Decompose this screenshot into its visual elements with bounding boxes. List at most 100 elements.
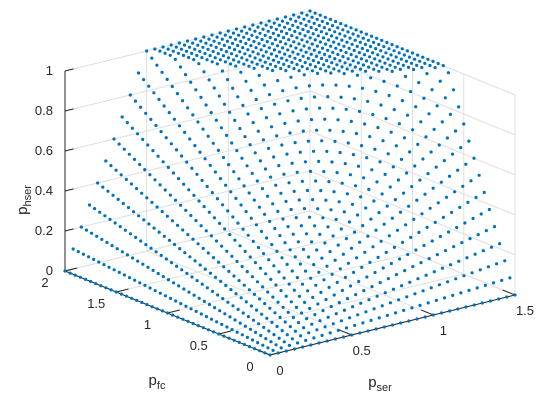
data-point [280,56,284,60]
data-point [453,129,458,133]
data-point [193,259,197,263]
data-point [418,303,422,307]
data-point [292,288,296,292]
data-point [358,240,362,244]
data-point [241,103,245,107]
data-point [230,328,234,332]
data-point [314,179,318,183]
data-point [202,299,206,303]
data-point [432,270,436,274]
data-point [409,235,413,239]
data-point [282,172,286,176]
data-point [269,277,273,281]
data-point [211,256,216,260]
data-point [400,240,405,244]
data-point [309,25,313,30]
data-point [236,43,240,48]
data-point [171,49,175,53]
data-point [382,222,386,226]
data-point [439,311,444,315]
data-point [256,245,261,250]
data-point [420,212,424,216]
data-point [339,227,343,231]
data-point [237,279,241,283]
data-point [459,291,463,295]
data-point [264,337,268,341]
data-point [498,242,502,246]
data-point [186,319,190,323]
data-point [361,63,366,67]
data-point [408,280,412,284]
data-point [359,195,363,199]
data-point [315,328,319,332]
data-point [373,270,377,275]
data-point [236,33,241,37]
data-point [163,51,167,55]
data-point [139,239,143,243]
data-point [414,105,418,109]
data-point [126,206,131,210]
data-point [263,302,267,306]
data-point [249,44,253,48]
data-point [467,288,471,292]
data-point [207,37,211,41]
data-point [282,276,286,280]
data-point [154,123,158,128]
data-point [320,139,324,143]
data-point [324,297,328,302]
data-point [297,42,301,46]
data-point [137,214,141,218]
data-point [330,272,334,276]
data-point [140,191,144,195]
data-point [288,131,292,135]
data-point [193,47,197,51]
data-point [488,299,493,303]
data-point [218,309,222,313]
data-point [259,48,263,52]
data-point [263,33,267,38]
data-point [161,160,165,164]
data-point [184,49,189,53]
data-point [355,44,359,49]
data-point [251,50,255,54]
data-point [336,328,340,332]
data-point [350,202,355,206]
data-point [215,197,220,201]
data-point [301,27,305,32]
data-point [311,295,315,299]
data-point [301,247,306,251]
data-point [444,195,449,199]
data-point [320,256,324,260]
data-point [296,25,300,29]
y-axis-label: pfc [149,372,166,392]
data-point [155,63,159,67]
data-point [369,76,373,80]
data-point [384,51,388,55]
data-point [253,347,257,351]
data-point [396,61,400,65]
data-point [185,271,189,275]
grid-line [64,170,311,232]
data-point [153,47,157,51]
data-point [237,340,241,344]
data-point [361,36,365,40]
data-point [348,173,352,177]
data-point [205,286,209,290]
data-point [372,67,376,71]
data-point [373,57,377,61]
data-point [242,283,246,287]
data-point [283,15,288,19]
data-point [229,288,233,292]
data-point [302,44,306,48]
data-point [269,175,273,179]
data-point [220,37,224,41]
data-point [211,49,215,54]
data-point [124,294,129,298]
data-point [354,293,358,297]
data-point [316,207,320,211]
data-point [400,47,404,51]
data-point [301,54,305,58]
data-point [354,131,359,136]
data-point [231,86,235,90]
data-point [289,17,293,21]
